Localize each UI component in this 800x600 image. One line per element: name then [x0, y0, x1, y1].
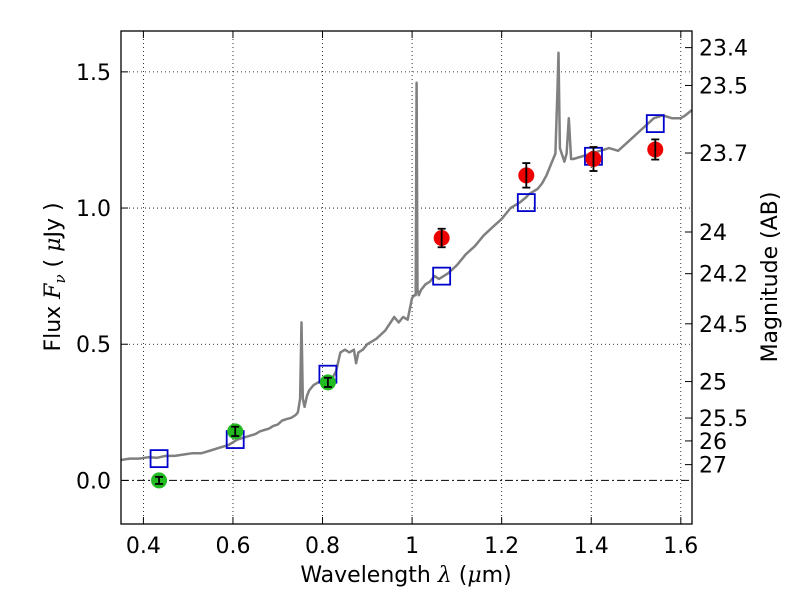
- model-band-square: [645, 114, 665, 134]
- magnitude-tick-label: 23.7: [699, 142, 748, 167]
- x-tick-label: 1.4: [574, 534, 609, 559]
- magnitude-axis-title: Magnitude (AB): [758, 192, 783, 363]
- model-band-square: [516, 193, 536, 212]
- y-tick-label: 0.0: [76, 469, 111, 494]
- magnitude-tick-label: 27: [699, 454, 727, 479]
- plot-background: [121, 31, 692, 524]
- magnitude-tick-label: 24.5: [699, 313, 748, 338]
- x-tick-label: 0.6: [215, 534, 250, 559]
- y-axis-title: Flux Fν ( μJy ): [41, 202, 69, 351]
- model-band-square: [432, 266, 452, 286]
- magnitude-tick-label: 24.2: [699, 263, 748, 288]
- x-tick-label: 0.8: [305, 534, 340, 559]
- y-tick-label: 1.5: [76, 61, 111, 86]
- axis-ticks: [121, 31, 692, 524]
- x-tick-label: 1.2: [484, 534, 519, 559]
- magnitude-tick-label: 23.4: [699, 37, 748, 62]
- data-marks: [120, 51, 693, 489]
- x-tick-label: 1.6: [663, 534, 698, 559]
- magnitude-tick-label: 24: [699, 221, 727, 246]
- spectrum-line: [120, 51, 693, 462]
- x-tick-label: 1: [405, 534, 419, 559]
- plot-frame: [120, 30, 693, 525]
- magnitude-tick-label: 25: [699, 371, 727, 396]
- y-tick-label: 0.5: [76, 333, 111, 358]
- magnitude-tick-label: 23.5: [699, 74, 748, 99]
- y-tick-label: 1.0: [76, 197, 111, 222]
- magnitude-tick-label: 26: [699, 430, 727, 455]
- x-axis-title: Wavelength λ (μm): [300, 563, 511, 588]
- model-band-square: [149, 449, 169, 469]
- x-tick-label: 0.4: [126, 534, 161, 559]
- y-tick-labels: 0.0 0.5 1.0 1.5: [76, 61, 111, 495]
- magnitude-tick-label: 25.5: [699, 407, 748, 432]
- x-tick-labels: 0.4 0.6 0.8 1 1.2 1.4 1.6: [126, 534, 698, 559]
